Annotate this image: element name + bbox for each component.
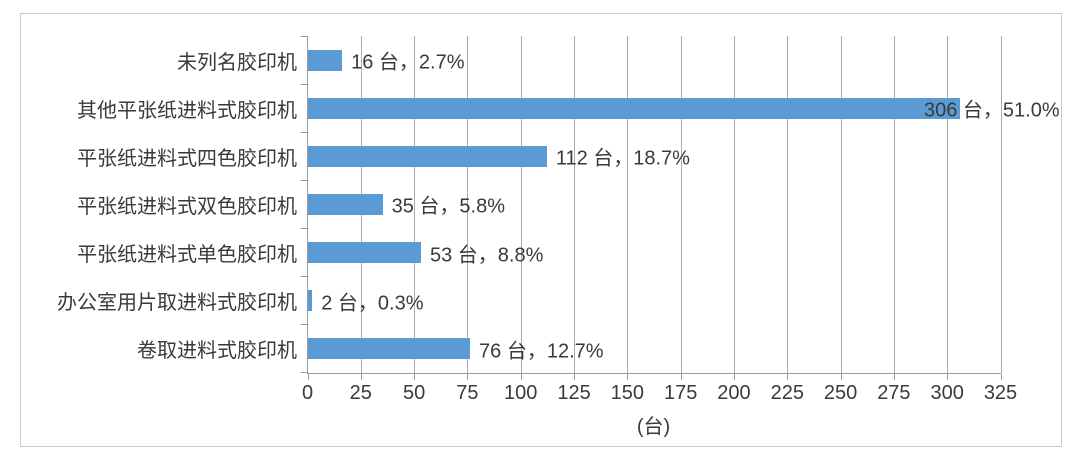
y-axis-tick [301,83,307,85]
gridline [787,36,789,373]
gridline [947,36,949,373]
bar [308,290,313,312]
y-axis-tick [301,371,307,373]
x-axis-tick [893,374,895,380]
x-axis-tick [787,374,789,380]
category-label: 平张纸进料式单色胶印机 [77,244,297,267]
x-axis-tick [414,374,416,380]
x-axis-tick [840,374,842,380]
x-axis-tick [574,374,576,380]
category-label: 办公室用片取进料式胶印机 [57,292,297,315]
x-tick-label: 300 [930,382,964,404]
gridline [840,36,842,373]
bar-row: 53 台，8.8% [308,229,1001,277]
data-label: 2 台，0.3% [321,292,424,315]
x-tick-label: 150 [610,382,645,404]
bar-row: 76 台，12.7% [308,325,1001,373]
bar-row: 112 台，18.7% [308,132,1001,180]
x-axis-tick [467,374,469,380]
y-axis-tick [301,131,307,133]
x-tick-label: 0 [301,382,314,404]
x-axis-tick [1000,374,1002,380]
data-label: 35 台，5.8% [391,195,506,218]
data-label: 306 台，51.0% [924,99,1060,122]
gridline [733,36,735,373]
bar [308,49,343,71]
bar-row: 16 台，2.7% [308,36,1001,84]
category-label: 平张纸进料式双色胶印机 [77,195,297,218]
x-tick-label: 325 [983,382,1018,404]
y-axis-tick [301,179,307,181]
x-tick-label: 225 [770,382,804,404]
bar-row: 306 台，51.0% [308,84,1060,132]
x-tick-label: 275 [877,382,911,404]
bar-row: 2 台，0.3% [308,277,1001,325]
x-axis-tick [947,374,949,380]
x-tick-label: 50 [402,382,426,404]
bar [308,97,961,119]
category-label: 卷取进料式胶印机 [137,340,297,363]
x-tick-label: 75 [456,382,479,404]
y-axis-tick [301,276,307,278]
x-axis-tick [627,374,629,380]
bar [308,242,421,264]
y-axis-tick [301,35,307,37]
x-tick-label: 25 [349,382,372,404]
category-label: 其他平张纸进料式胶印机 [77,99,297,122]
gridline [574,36,576,373]
bar-row: 35 台，5.8% [308,180,1001,228]
gridline [1000,36,1002,373]
x-tick-label: 100 [504,382,538,404]
bar [308,338,471,360]
category-label: 平张纸进料式四色胶印机 [77,147,297,170]
plot-area: 16 台，2.7% 306 台，51.0% 112 台，18.7% 35 台，5.8%… [301,35,1060,380]
y-axis-tick [301,228,307,230]
bar [308,145,547,167]
x-axis-tick [680,374,682,380]
chart-frame: 未列名胶印机其他平张纸进料式胶印机 平张纸进料式四色胶印机 平张纸进料式双色胶印机平… [20,13,1062,447]
category-axis-labels: 未列名胶印机其他平张纸进料式胶印机 平张纸进料式四色胶印机 平张纸进料式双色胶印机平… [31,36,297,373]
gridline [893,36,895,373]
y-axis-tick [301,324,307,326]
data-label: 16 台，2.7% [351,51,465,74]
x-tick-label: 175 [663,382,698,404]
gridline [414,36,416,373]
x-axis-tick [733,374,735,380]
category-label: 未列名胶印机 [177,51,297,74]
x-axis-tick [520,374,522,380]
x-axis-title: (台) [636,416,671,438]
gridline [627,36,629,373]
gridline [680,36,682,373]
x-tick-label: 200 [717,382,751,404]
x-axis-tick [360,374,362,380]
x-axis-tick [307,374,309,380]
x-tick-label: 250 [823,382,858,404]
data-label: 53 台，8.8% [430,244,544,267]
data-label: 112 台，18.7% [555,147,690,170]
gridline [520,36,522,373]
x-tick-label: 125 [557,382,591,404]
gridline [467,36,469,373]
x-axis-tick-labels: 0 25 50 75 100 125 150 175 200 225 250 275 300 325 [302,382,1017,408]
bar [308,193,383,215]
data-label: 76 台，12.7% [479,340,604,363]
